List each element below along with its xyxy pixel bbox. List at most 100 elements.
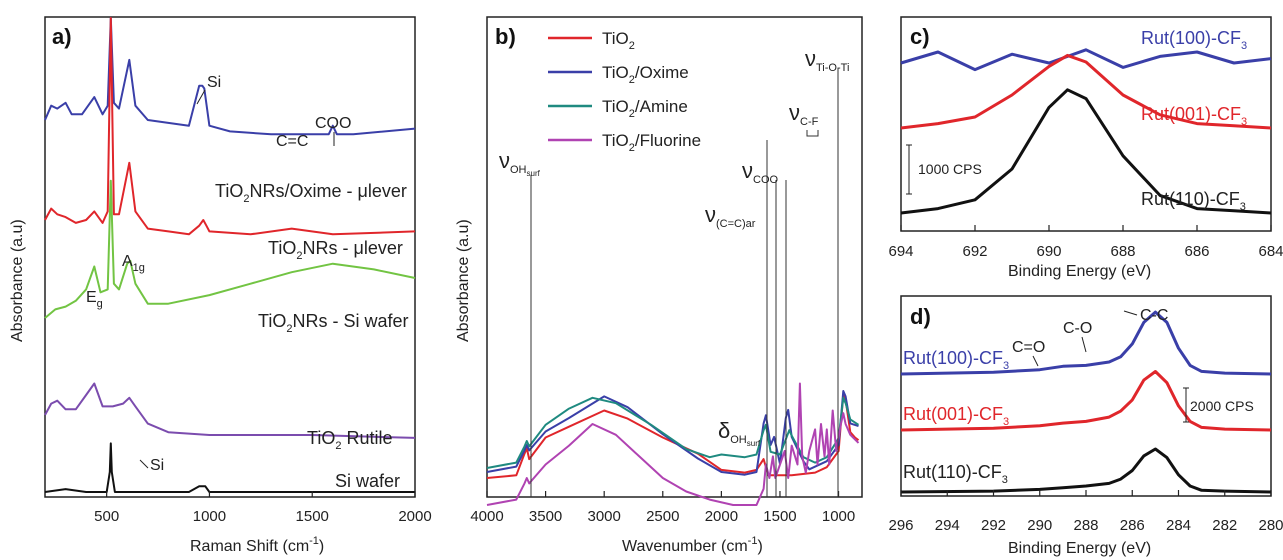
panel-c-letter: c) [910, 24, 930, 49]
panel-d-letter: d) [910, 304, 931, 329]
panel-d-curves [900, 310, 1272, 494]
d-peak-c2o: C=O [1012, 339, 1045, 356]
panel-a-letter: a) [52, 24, 72, 49]
panel-b-letter: b) [495, 24, 516, 49]
panel-c-ticks: 694 692 690 688 686 684 [888, 225, 1283, 260]
label-si-wafer: Si wafer [335, 471, 400, 491]
c-scale-label: 1000 CPS [918, 161, 982, 177]
ann-nu-coo: νCOO [742, 158, 779, 186]
series-line-rut-100-cf3 [900, 310, 1272, 376]
x-tick-label: 290 [1027, 517, 1052, 534]
series-line-rut-100-cf3 [900, 48, 1272, 72]
panel-b-curves [486, 382, 860, 506]
x-tick-label: 286 [1120, 517, 1145, 534]
ann-nu-tioti: νTi-O-Ti [805, 46, 849, 74]
x-tick-label: 3000 [588, 508, 621, 525]
x-tick-label: 2000 [705, 508, 738, 525]
d-label-100: Rut(100)-CF3 [903, 348, 1009, 372]
x-tick-label: 294 [935, 517, 960, 534]
x-tick-label: 688 [1110, 243, 1135, 260]
ann-a1g: A1g [122, 253, 145, 274]
ann-nu-oh: νOHsurf [499, 148, 541, 178]
x-tick-label: 284 [1166, 517, 1191, 534]
panel-d-xlabel: Binding Energy (eV) [1008, 540, 1151, 557]
panel-d-ticks: 296 294 292 290 288 286 284 282 280 [888, 490, 1283, 534]
ann-si-top: Si [207, 74, 221, 91]
legend-label-amine: TiO2/Amine [602, 97, 688, 120]
x-tick-label: 692 [962, 243, 987, 260]
panel-a: 500 1000 1500 2000 a) Raman Shift (cm-1) Ab… [9, 16, 432, 555]
ann-cc: C=C [276, 133, 308, 150]
ann-coo: COO [315, 115, 351, 132]
ann-si-bottom-pointer [139, 459, 149, 469]
c-scale-bar [906, 144, 912, 195]
ann-si-bottom: Si [150, 457, 164, 474]
panel-b-frame [486, 16, 863, 498]
panel-c: 694 692 690 688 686 684 c) Binding Energy (eV… [888, 16, 1283, 280]
panel-c-frame [900, 16, 1272, 232]
x-tick-label: 2000 [398, 508, 431, 525]
x-tick-label: 288 [1073, 517, 1098, 534]
d-peak-co: C-O [1063, 320, 1092, 337]
panel-a-ylabel: Absorbance (a.u) [9, 219, 26, 342]
x-tick-label: 1000 [193, 508, 226, 525]
d-label-110: Rut(110)-CF3 [903, 462, 1008, 486]
d-peak-co-pointer [1081, 336, 1087, 353]
x-tick-label: 1500 [763, 508, 796, 525]
panel-b-ylabel: Absorbance (a.u) [455, 219, 472, 342]
x-tick-label: 296 [888, 517, 913, 534]
x-tick-label: 4000 [470, 508, 503, 525]
legend-label-oxime: TiO2/Oxime [602, 63, 689, 86]
panel-b-xlabel: Wavenumber (cm-1) [622, 535, 763, 555]
d-scale-bar [1183, 387, 1189, 423]
panel-b-ticks: 4000 3500 3000 2500 2000 1500 1000 [470, 491, 855, 525]
d-scale-label: 2000 CPS [1190, 398, 1254, 414]
x-tick-label: 1000 [822, 508, 855, 525]
series-line-tio2-fluorine [486, 382, 860, 506]
panel-b-legend: TiO2 TiO2/Oxime TiO2/Amine TiO2/Fluorine [548, 29, 701, 154]
label-nrs-wafer: TiO2NRs - Si wafer [258, 311, 408, 335]
ann-nu-cf: νC-F [789, 100, 819, 128]
x-tick-label: 690 [1036, 243, 1061, 260]
label-nrs-lever: TiO2NRs - μlever [268, 238, 403, 262]
series-line-tio2nrs-oxime-lever [44, 17, 416, 136]
x-tick-label: 282 [1212, 517, 1237, 534]
panel-a-curves [44, 17, 416, 493]
panel-b: 4000 3500 3000 2500 2000 1500 1000 b) Wavenumb… [455, 16, 863, 555]
c-label-001: Rut(001)-CF3 [1141, 104, 1247, 128]
x-tick-label: 3500 [529, 508, 562, 525]
panel-c-xlabel: Binding Energy (eV) [1008, 263, 1151, 280]
panel-a-xlabel: Raman Shift (cm-1) [190, 535, 324, 555]
d-label-001: Rut(001)-CF3 [903, 404, 1009, 428]
x-tick-label: 500 [94, 508, 119, 525]
ann-cf-bracket [806, 130, 819, 137]
ann-eg: Eg [86, 289, 103, 310]
legend-label-tio2: TiO2 [602, 29, 635, 52]
d-peak-cc: C-C [1140, 307, 1168, 324]
series-line-rut-110-cf3 [900, 88, 1272, 215]
ann-si-top-pointer [196, 89, 206, 105]
ann-nu-ccar: ν(C=C)ar [705, 202, 756, 230]
x-tick-label: 1500 [296, 508, 329, 525]
x-tick-label: 684 [1258, 243, 1283, 260]
x-tick-label: 280 [1258, 517, 1283, 534]
series-line-tio2-rutile [44, 382, 416, 439]
series-line-rut-001-cf3 [900, 370, 1272, 432]
series-line-rut-001-cf3 [900, 53, 1272, 130]
panel-c-curves [900, 48, 1272, 215]
ann-delta-oh: δOHsurf [718, 418, 761, 448]
legend-label-fluorine: TiO2/Fluorine [602, 131, 701, 154]
x-tick-label: 2500 [646, 508, 679, 525]
d-peak-c2o-pointer [1032, 355, 1039, 367]
series-line-si-wafer [44, 442, 415, 493]
label-rutile: TiO2 Rutile [307, 428, 392, 452]
series-line-tio2nrs-lever [44, 17, 416, 236]
panel-a-ticks: 500 1000 1500 2000 [94, 491, 432, 525]
x-tick-label: 686 [1184, 243, 1209, 260]
x-tick-label: 694 [888, 243, 913, 260]
panel-d: 296 294 292 290 288 286 284 282 280 d) Binding E… [888, 295, 1283, 557]
panel-a-frame [44, 16, 416, 498]
series-line-tio2nrs-si-wafer [44, 179, 416, 319]
c-label-100: Rut(100)-CF3 [1141, 28, 1247, 52]
